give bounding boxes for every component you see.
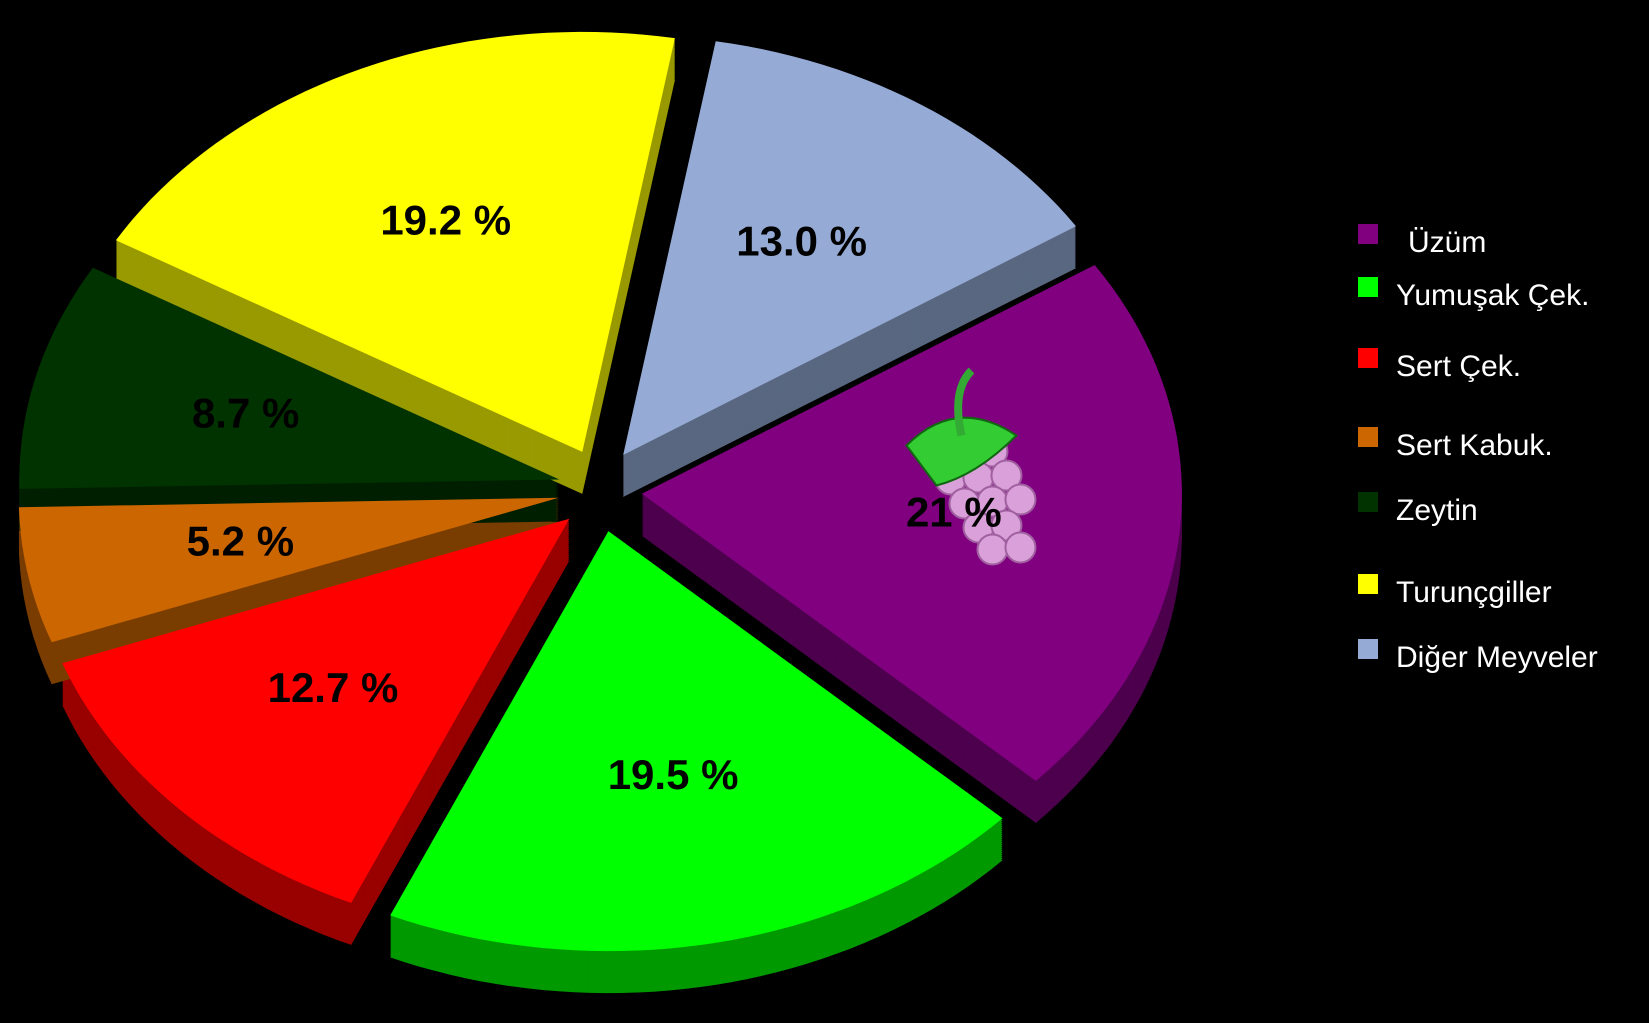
value-label: 19.2 % [380, 196, 511, 243]
legend-swatch [1358, 348, 1378, 368]
value-label: 8.7 % [192, 390, 299, 437]
legend-label: Sert Kabuk. [1396, 429, 1553, 462]
grape-berry [1004, 483, 1037, 516]
grape-stem [954, 367, 975, 437]
slice [19, 267, 560, 489]
legend-swatch [1358, 574, 1378, 594]
slice [623, 41, 1076, 455]
legend-label: Üzüm [1408, 226, 1486, 259]
legend-swatch [1358, 639, 1378, 659]
slice [641, 265, 1182, 781]
value-label: 13.0 % [736, 218, 867, 265]
value-label: 19.5 % [608, 751, 739, 798]
grape-icon [905, 367, 1037, 566]
legend-label: Diğer Meyveler [1396, 641, 1598, 674]
slice [18, 497, 559, 643]
grape-berry [990, 459, 1023, 492]
grape-berry [1004, 531, 1037, 564]
grape-berry [976, 533, 1009, 566]
legend: Üzüm Yumuşak Çek. Sert Çek. Sert Kabuk. Zeyt… [1358, 224, 1598, 674]
legend-label: Sert Çek. [1396, 350, 1521, 383]
legend-swatch [1358, 224, 1378, 244]
legend-label: Turunçgiller [1396, 576, 1552, 609]
value-label: 5.2 % [187, 518, 294, 565]
legend-swatch [1358, 277, 1378, 297]
value-label: 21 % [906, 488, 1002, 535]
grape-leaf [905, 416, 1019, 487]
legend-swatch [1358, 427, 1378, 447]
value-label: 12.7 % [268, 664, 399, 711]
legend-label: Zeytin [1396, 494, 1478, 527]
slices [18, 31, 1182, 952]
slice [62, 518, 570, 903]
legend-label: Yumuşak Çek. [1396, 279, 1589, 312]
slice [115, 31, 675, 452]
value-labels: 21 % 19.5 % 12.7 % 5.2 % 8.7 % 19.2 % 13.0 % [187, 196, 1002, 798]
legend-swatch [1358, 492, 1378, 512]
slice [390, 531, 1003, 952]
